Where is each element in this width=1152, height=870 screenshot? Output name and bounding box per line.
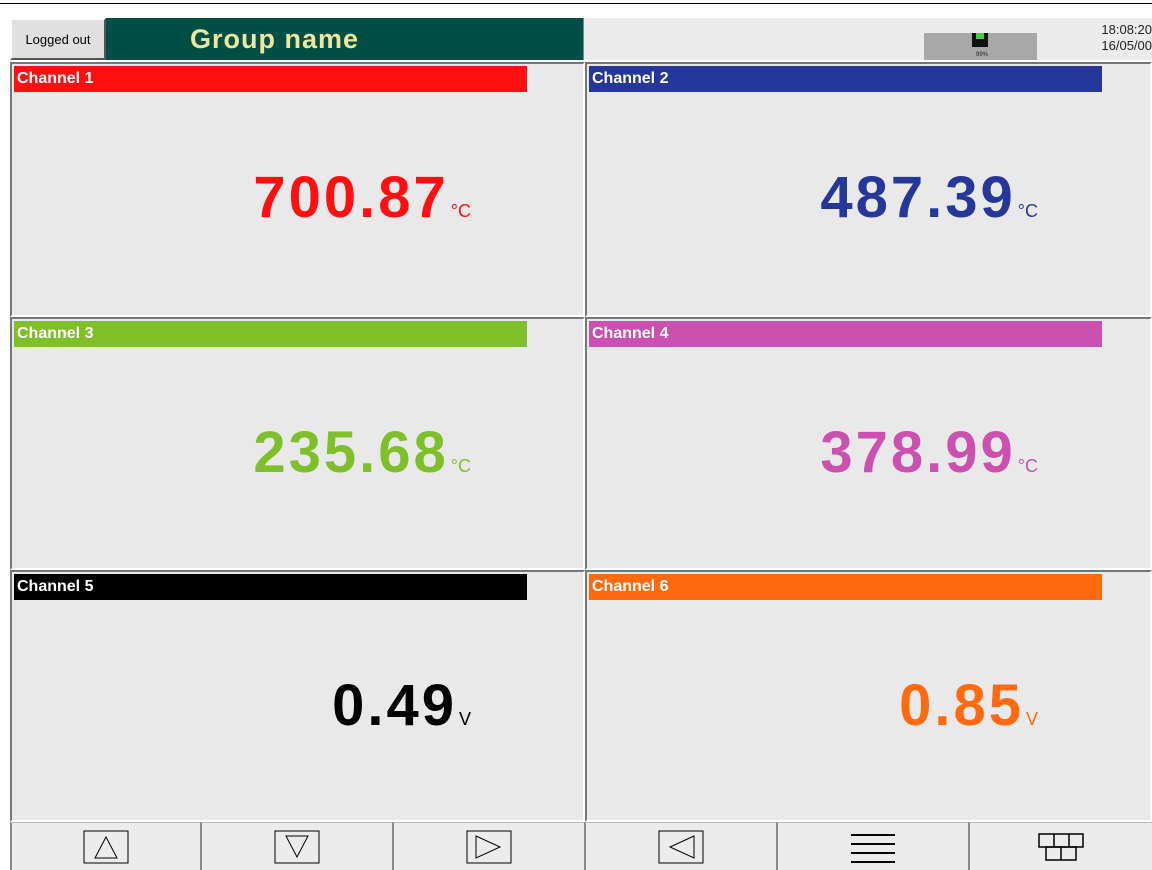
menu-button[interactable] <box>776 822 968 870</box>
group-title: Group name <box>106 18 583 60</box>
menu-icon <box>851 833 895 863</box>
channel-panel: Channel 5 0.49 V <box>10 570 585 822</box>
layout-button[interactable] <box>968 822 1152 870</box>
channel-reading: 0.85 V <box>899 672 1038 739</box>
status-icon-box <box>924 27 1037 60</box>
channel-value: 0.85 <box>899 673 1024 738</box>
channel-unit: V <box>458 709 471 729</box>
channel-value: 235.68 <box>253 420 449 485</box>
channel-unit: °C <box>1017 201 1038 221</box>
down-icon <box>274 830 320 863</box>
channel-value: 487.39 <box>820 165 1016 230</box>
channel-name: Channel 6 <box>589 574 1102 600</box>
channel-unit: °C <box>1017 456 1038 476</box>
channel-panel: Channel 2 487.39 °C <box>585 62 1152 317</box>
channel-name: Channel 3 <box>14 321 527 347</box>
channel-reading: 0.49 V <box>332 672 471 739</box>
left-icon <box>658 830 704 863</box>
channel-value: 378.99 <box>820 420 1016 485</box>
channel-panel: Channel 3 235.68 °C <box>10 317 585 570</box>
clock-date: 16/05/00 <box>1101 38 1152 53</box>
channel-value: 0.49 <box>332 673 457 738</box>
header-status-area <box>583 18 1152 60</box>
channel-value: 700.87 <box>253 165 449 230</box>
channel-reading: 235.68 °C <box>253 419 471 486</box>
up-button[interactable] <box>10 822 200 870</box>
channel-reading: 378.99 °C <box>820 419 1038 486</box>
channel-unit: V <box>1025 709 1038 729</box>
left-button[interactable] <box>584 822 776 870</box>
media-usage: 99% <box>975 52 988 58</box>
channel-unit: °C <box>450 456 471 476</box>
clock-time: 18:08:20 <box>1101 22 1152 37</box>
right-icon <box>466 830 512 863</box>
login-button[interactable]: Logged out <box>10 18 106 60</box>
channel-name: Channel 5 <box>14 574 527 600</box>
top-rule <box>0 3 1152 4</box>
channel-name: Channel 4 <box>589 321 1102 347</box>
down-button[interactable] <box>200 822 392 870</box>
channel-name: Channel 1 <box>14 66 527 92</box>
channel-unit: °C <box>450 201 471 221</box>
channel-panel: Channel 1 700.87 °C <box>10 62 585 317</box>
channel-panel: Channel 4 378.99 °C <box>585 317 1152 570</box>
channel-panel: Channel 6 0.85 V <box>585 570 1152 822</box>
channel-reading: 487.39 °C <box>820 164 1038 231</box>
channel-name: Channel 2 <box>589 66 1102 92</box>
up-icon <box>83 830 129 863</box>
layout-icon <box>1038 832 1084 861</box>
channel-reading: 700.87 °C <box>253 164 471 231</box>
right-button[interactable] <box>392 822 584 870</box>
